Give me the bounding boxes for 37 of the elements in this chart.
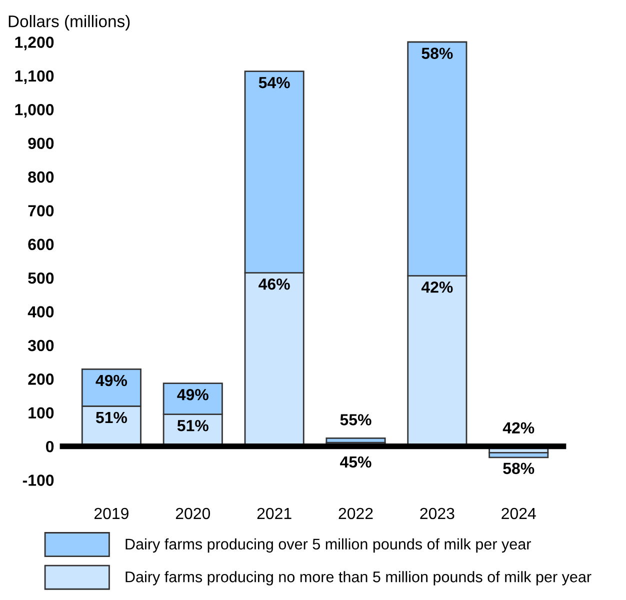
- y-tick-label: 300: [28, 340, 54, 352]
- annotation: 51%: [177, 420, 208, 432]
- annotation: 58%: [503, 462, 534, 474]
- annotation: 55%: [340, 414, 372, 426]
- annotation: 42%: [421, 282, 453, 293]
- x-tick-label: 2023: [420, 508, 454, 520]
- legend-label: Dairy farms producing over 5 million pounds of milk per year: [126, 538, 531, 553]
- legend-label: Dairy farms producing no more than 5 million pounds of milk per year: [126, 571, 592, 586]
- y-tick-label: 600: [28, 238, 54, 250]
- y-tick-label: 0: [46, 440, 54, 452]
- y-tick-label: 1,200: [15, 36, 54, 50]
- annotation: 58%: [422, 48, 453, 59]
- x-tick-label: 2024: [502, 508, 536, 520]
- y-tick-label: 900: [28, 138, 54, 150]
- bar: [488, 452, 549, 458]
- y-tick-label: 200: [28, 374, 54, 385]
- x-tick-label: 2020: [176, 508, 210, 520]
- y-tick-label: 800: [28, 171, 54, 183]
- x-tick-label: 2021: [257, 508, 292, 520]
- annotation: 51%: [96, 412, 128, 424]
- y-tick-label: 500: [28, 272, 54, 284]
- annotation: 49%: [177, 388, 208, 400]
- y-tick-label: -100: [22, 474, 54, 486]
- annotation: 45%: [340, 456, 372, 468]
- y-tick-label: 1,100: [15, 70, 54, 84]
- y-tick-label: 1,000: [15, 104, 54, 118]
- y-axis-title: Dollars (millions): [8, 15, 130, 31]
- x-tick-label: 2019: [94, 508, 128, 520]
- y-tick-label: 100: [28, 407, 54, 419]
- y-tick-label: 700: [28, 205, 54, 216]
- annotation: 42%: [502, 422, 534, 434]
- bar: [326, 438, 386, 444]
- annotation: 54%: [258, 77, 290, 88]
- annotation: 49%: [96, 374, 128, 386]
- y-tick-label: 400: [28, 306, 54, 318]
- x-tick-label: 2022: [338, 508, 373, 520]
- annotation: 46%: [258, 278, 290, 290]
